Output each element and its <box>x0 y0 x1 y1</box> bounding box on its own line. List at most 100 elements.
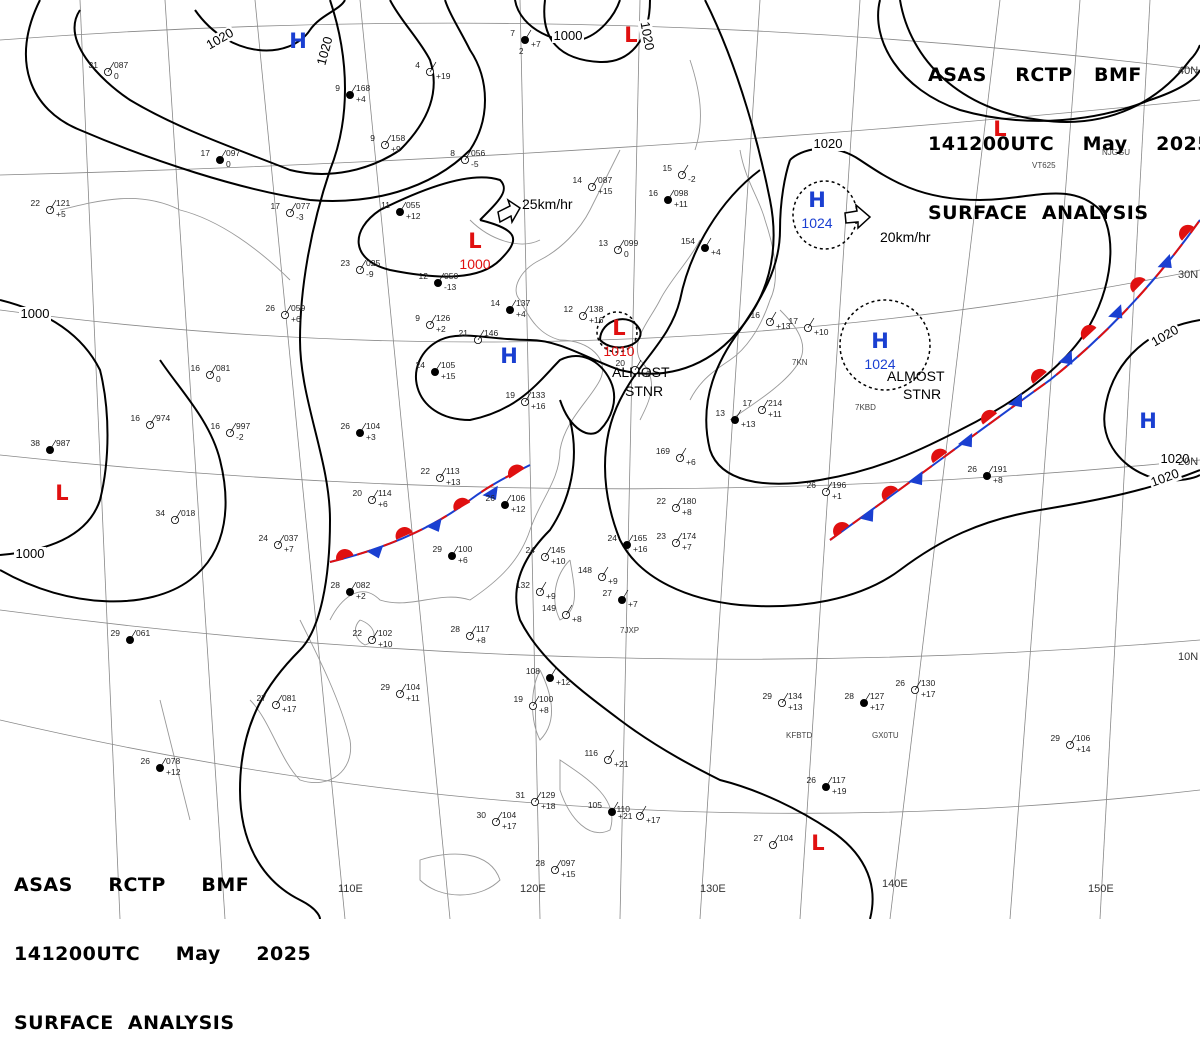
stationary-note: ALMOST <box>887 368 945 384</box>
station-plot: 26 078+12 <box>141 756 181 777</box>
station-plot: 27 104 <box>754 833 793 850</box>
high-pressure-symbol: H <box>500 344 518 368</box>
isobar <box>877 0 1200 122</box>
station-tendency: -3 <box>296 212 304 222</box>
station-tendency: +6 <box>291 314 301 324</box>
station-tendency: +6 <box>458 555 468 565</box>
isobar <box>357 176 515 278</box>
warm-front-semicircle <box>981 409 998 425</box>
latitude-label: 20N <box>1178 456 1198 468</box>
station-plot: 31 129+18 <box>516 790 556 811</box>
station-pressure: 121 <box>56 198 70 208</box>
coast-bohai <box>469 219 541 245</box>
station-plot: 22 102+10 <box>353 628 393 649</box>
station-temperature: 21 <box>459 328 469 338</box>
station-plot: 116 +21 <box>584 748 628 769</box>
station-temperature: 13 <box>716 408 726 418</box>
station-tendency: +21 <box>618 811 633 821</box>
longitude-label: 130E <box>700 883 726 895</box>
station-temperature: 17 <box>743 398 753 408</box>
wind-barb-icon <box>734 409 742 421</box>
station-pressure: 137 <box>516 298 530 308</box>
wind-barb-icon <box>601 566 609 578</box>
isobar-label-bg <box>202 24 238 54</box>
station-tendency: +16 <box>633 544 648 554</box>
header-bottom-line2: 141200UTC May 2025 <box>14 943 312 965</box>
station-temperature: 154 <box>681 236 695 246</box>
isobar-label: 1020 <box>1161 451 1190 466</box>
station-tendency: +10 <box>378 639 393 649</box>
coast-malay <box>159 699 191 821</box>
station-plot: 9 168+4 <box>335 83 370 104</box>
isobar-label: 1000 <box>554 28 583 43</box>
station-temperature: 13 <box>599 238 609 248</box>
cold-front-marks <box>366 253 1172 559</box>
wind-barb-icon <box>781 692 789 704</box>
station-temperature: 108 <box>526 666 540 676</box>
isobar-label-bg <box>637 19 657 53</box>
wind-barb-icon <box>565 604 573 616</box>
station-temperature: 24 <box>259 533 269 543</box>
map-background <box>0 0 1200 919</box>
station-pressure: 114 <box>378 488 392 498</box>
isobar-label-bg <box>1159 452 1191 466</box>
central-pressure-value: 1024 <box>864 356 895 372</box>
wind-barb-icon <box>349 581 357 593</box>
station-plot: 38 987 <box>31 438 70 454</box>
station-plot: 16 997-2 <box>211 421 251 442</box>
wind-barb-icon <box>349 84 357 96</box>
latitude-label: 10N <box>1178 651 1198 663</box>
ship-id: VT625 <box>1032 161 1056 170</box>
warm-front-semicircle <box>833 522 850 537</box>
station-temperature: 23 <box>341 258 351 268</box>
station-tendency: +6 <box>378 499 388 509</box>
station-plot: 132 +9 <box>516 580 556 601</box>
station-pressure: 097 <box>226 148 240 158</box>
coast-luzon <box>532 669 552 741</box>
cold-front-triangle <box>482 485 498 500</box>
wind-barb-icon <box>129 629 137 641</box>
station-plot: 26 191+8 <box>968 464 1008 485</box>
wind-barb-icon <box>437 272 445 284</box>
wind-barb-icon <box>399 683 407 695</box>
wind-barb-icon <box>544 546 552 558</box>
station-temperature: 29 <box>111 628 121 638</box>
station-plot: 28 097+15 <box>536 858 576 879</box>
isobar-label-bg <box>1147 321 1183 351</box>
warm-front-marks <box>335 224 1194 561</box>
meridian-110e <box>254 0 346 919</box>
station-tendency: 0 <box>624 249 629 259</box>
station-plot: 13 +13 <box>716 408 756 429</box>
station-tendency: +17 <box>502 821 517 831</box>
station-plot: 20 114+6 <box>353 488 392 509</box>
wind-barb-icon <box>477 329 485 341</box>
isobar <box>705 147 1112 485</box>
station-temperature: 9 <box>335 83 340 93</box>
coast-indochina <box>249 619 352 784</box>
station-pressure: 126 <box>436 313 450 323</box>
station-pressure: 191 <box>993 464 1007 474</box>
coast-china-east <box>329 149 621 621</box>
wind-barb-icon <box>532 695 540 707</box>
meridian-140e <box>889 0 1001 919</box>
wind-barb-icon <box>495 811 503 823</box>
station-plot: 169 +6 <box>656 446 696 467</box>
header-top-line3: SURFACE ANALYSIS <box>928 202 1149 224</box>
wind-barb-icon <box>451 545 459 557</box>
header-bottom-line1: ASAS RCTP BMF <box>14 874 250 896</box>
station-tendency: +16 <box>589 315 604 325</box>
station-temperature: 14 <box>573 175 583 185</box>
movement-label: 20km/hr <box>880 229 931 245</box>
station-plot: 110 +17 <box>616 804 660 825</box>
wind-barb-icon <box>621 589 629 601</box>
ship-id: 7JXP <box>620 626 639 635</box>
station-pressure: 077 <box>296 201 310 211</box>
station-tendency: +21 <box>614 759 629 769</box>
header-top-line2: 141200UTC May 2025 <box>928 133 1200 155</box>
stationary-front-east <box>829 219 1200 541</box>
station-pressure: 082 <box>356 580 370 590</box>
station-tendency: +19 <box>832 786 847 796</box>
station-plot: 28 117+8 <box>451 624 490 645</box>
isobar <box>415 0 775 435</box>
